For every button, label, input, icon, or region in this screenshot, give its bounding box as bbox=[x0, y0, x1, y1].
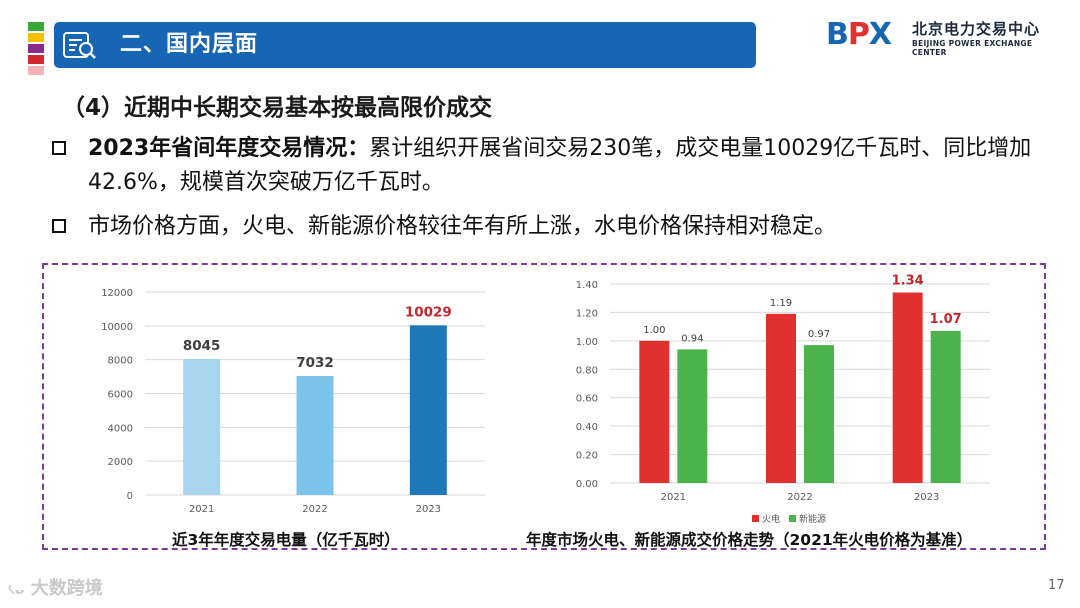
page-title: 二、国内层面 bbox=[120, 32, 259, 57]
page-number: 17 bbox=[1048, 578, 1065, 593]
document-search-icon bbox=[56, 24, 104, 66]
bullet-2-body: 市场价格方面，火电、新能源价格较往年有所上涨，水电价格保持相对稳定。 bbox=[88, 214, 837, 239]
bullet-2-text: 市场价格方面，火电、新能源价格较往年有所上涨，水电价格保持相对稳定。 bbox=[88, 210, 1068, 244]
x-tick-label: 2021 bbox=[189, 504, 214, 515]
data-label: 1.07 bbox=[930, 312, 962, 327]
logo-name-cn: 北京电力交易中心 bbox=[912, 20, 1041, 38]
bullet-1-body: 累计组织开展省间交易230笔，成交电量10029亿千瓦时、同比增加42.6%，规… bbox=[88, 136, 1032, 195]
bar bbox=[296, 376, 334, 495]
bar bbox=[409, 325, 447, 495]
strip-purple bbox=[28, 44, 44, 53]
color-strip bbox=[28, 22, 44, 77]
data-label: 1.34 bbox=[892, 274, 924, 289]
chart-trading-volume: 0 2000 4000 6000 8000 10000 12000 8045 2021 7032 2… bbox=[101, 288, 485, 515]
data-label: 7032 bbox=[296, 355, 334, 371]
y-tick-label: 1.40 bbox=[576, 280, 598, 291]
strip-pink bbox=[28, 66, 44, 75]
legend-swatch bbox=[789, 515, 796, 522]
section-heading: （4）近期中长期交易基本按最高限价成交 bbox=[62, 95, 493, 121]
legend-label: 火电 bbox=[762, 513, 780, 525]
bar bbox=[804, 345, 834, 483]
data-label: 0.97 bbox=[808, 329, 830, 340]
charts-frame bbox=[42, 263, 1046, 550]
logo: BPX 北京电力交易中心 BEIJING POWER EXCHANGE CENT… bbox=[826, 16, 1066, 58]
bar bbox=[930, 330, 961, 483]
x-tick-label: 2023 bbox=[914, 492, 939, 503]
chart-2-caption: 年度市场火电、新能源成交价格走势（2021年火电价格为基准） bbox=[526, 531, 973, 549]
bullet-1-bold: 2023年省间年度交易情况： bbox=[88, 136, 370, 161]
bar bbox=[639, 340, 670, 483]
y-tick-label: 6000 bbox=[108, 390, 133, 401]
section-banner: 二、国内层面 bbox=[54, 22, 756, 68]
strip-green bbox=[28, 22, 44, 31]
x-tick-label: 2023 bbox=[416, 504, 441, 515]
y-tick-label: 2000 bbox=[108, 457, 133, 468]
data-label: 8045 bbox=[183, 338, 221, 354]
strip-yellow bbox=[28, 33, 44, 42]
legend-label: 新能源 bbox=[799, 513, 826, 525]
logo-mark: BPX bbox=[826, 17, 892, 52]
footer-watermark: ৻ᴗ 大数跨境 bbox=[8, 574, 103, 602]
bar bbox=[677, 349, 708, 483]
legend-swatch bbox=[752, 515, 759, 522]
y-tick-label: 8000 bbox=[108, 356, 133, 367]
strip-red bbox=[28, 55, 44, 64]
chart-1-caption: 近3年年度交易电量（亿千瓦时） bbox=[172, 531, 400, 549]
bar bbox=[183, 358, 221, 495]
square-bullet-icon bbox=[52, 219, 66, 233]
data-label: 10029 bbox=[405, 304, 452, 320]
chart-price-trend: 0.00 0.20 0.40 0.60 0.80 1.00 1.20 1.40 1.00 0.94… bbox=[576, 274, 990, 525]
square-bullet-icon bbox=[52, 141, 66, 155]
y-tick-label: 4000 bbox=[108, 423, 133, 434]
data-label: 1.00 bbox=[643, 325, 665, 336]
x-tick-label: 2021 bbox=[661, 492, 686, 503]
y-tick-label: 0.40 bbox=[576, 422, 598, 433]
y-tick-label: 0.00 bbox=[576, 479, 598, 490]
watermark-icon: ৻ᴗ bbox=[8, 582, 25, 598]
y-tick-label: 0.20 bbox=[576, 451, 598, 462]
y-tick-label: 1.20 bbox=[576, 308, 598, 319]
y-tick-label: 10000 bbox=[101, 322, 133, 333]
data-label: 0.94 bbox=[681, 333, 703, 344]
y-tick-label: 12000 bbox=[101, 288, 133, 299]
bullet-1-text: 2023年省间年度交易情况：累计组织开展省间交易230笔，成交电量10029亿千… bbox=[88, 132, 1068, 200]
bar bbox=[892, 292, 923, 483]
watermark-text: 大数跨境 bbox=[30, 578, 103, 599]
x-tick-label: 2022 bbox=[302, 504, 327, 515]
y-tick-label: 0.60 bbox=[576, 394, 598, 405]
logo-name-en: BEIJING POWER EXCHANGE CENTER bbox=[912, 39, 1033, 57]
y-tick-label: 1.00 bbox=[576, 337, 598, 348]
data-label: 1.19 bbox=[770, 298, 792, 309]
bar bbox=[766, 313, 796, 483]
y-tick-label: 0 bbox=[127, 491, 133, 502]
y-tick-label: 0.80 bbox=[576, 365, 598, 376]
x-tick-label: 2022 bbox=[787, 492, 812, 503]
